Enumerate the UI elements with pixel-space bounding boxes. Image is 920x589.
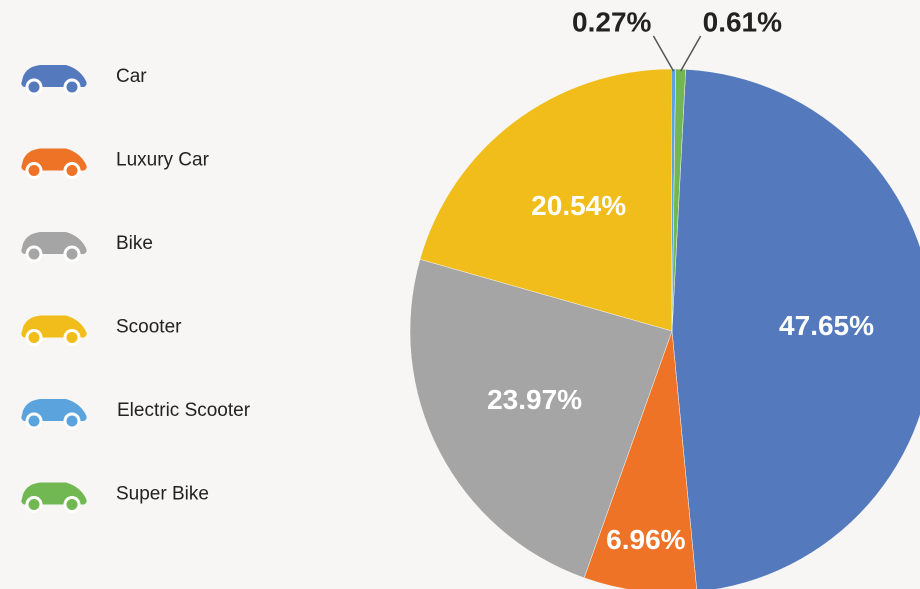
icon-wheel (25, 245, 43, 263)
data-label: 0.61% (703, 6, 782, 37)
icon-wheel (25, 162, 43, 179)
pie-slice (419, 68, 673, 332)
data-label: 47.65% (779, 310, 874, 341)
icon-wheel (63, 496, 81, 513)
data-label: 6.96% (606, 524, 685, 555)
data-label: 0.27% (572, 6, 651, 37)
icon-wheel (63, 162, 81, 179)
icon-wheel (25, 78, 43, 96)
pie-slice (583, 330, 697, 589)
data-label: 20.54% (531, 190, 626, 221)
legend-label: Car (116, 66, 147, 87)
legend-label: Super Bike (116, 484, 209, 505)
pie-slice (671, 69, 920, 589)
legend-label: Scooter (116, 317, 182, 338)
leader-line (652, 35, 675, 72)
icon-wheel (63, 245, 81, 263)
legend-label: Bike (116, 233, 153, 254)
legend-label: Electric Scooter (117, 400, 251, 421)
legend-icon (21, 232, 87, 263)
pie-slice (409, 258, 673, 579)
icon-wheel (63, 329, 81, 346)
pie-slice (671, 68, 686, 332)
legend-label: Luxury Car (116, 150, 210, 171)
legend-icon (21, 482, 87, 513)
legend-icon (21, 148, 87, 179)
icon-wheel (25, 496, 43, 513)
icon-wheel (63, 412, 81, 430)
icon-wheel (25, 412, 43, 430)
leader-line (679, 35, 702, 72)
data-label: 23.97% (487, 384, 582, 415)
legend-icon (21, 315, 87, 346)
legend-icon (21, 399, 87, 430)
icon-wheel (25, 329, 43, 346)
icon-wheel (63, 78, 81, 96)
legend-icon (21, 65, 87, 96)
